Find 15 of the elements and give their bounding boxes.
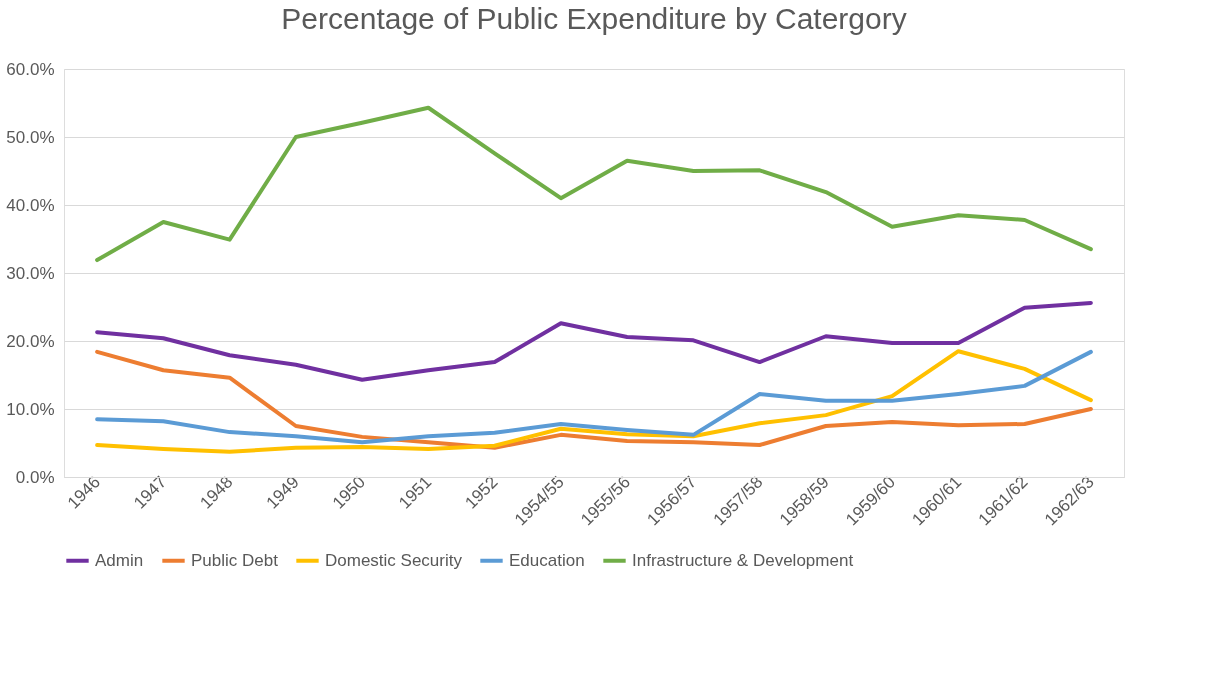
y-tick-label: 10.0%: [6, 399, 55, 419]
y-tick-label: 20.0%: [6, 331, 55, 351]
chart-title: Percentage of Public Expenditure by Catergory: [281, 2, 907, 35]
legend-label: Education: [509, 550, 585, 570]
legend-label: Domestic Security: [325, 550, 463, 570]
y-tick-label: 50.0%: [6, 127, 55, 147]
legend-label: Admin: [95, 550, 144, 570]
y-tick-label: 40.0%: [6, 195, 55, 215]
y-tick-label: 30.0%: [6, 263, 55, 283]
line-series: [95, 300, 1093, 382]
line-series: [95, 105, 1093, 263]
legend-label: Infrastructure & Development: [632, 550, 854, 570]
y-tick-label: 0.0%: [15, 467, 55, 487]
y-tick-label: 60.0%: [6, 59, 55, 79]
legend-label: Public Debt: [191, 550, 279, 570]
